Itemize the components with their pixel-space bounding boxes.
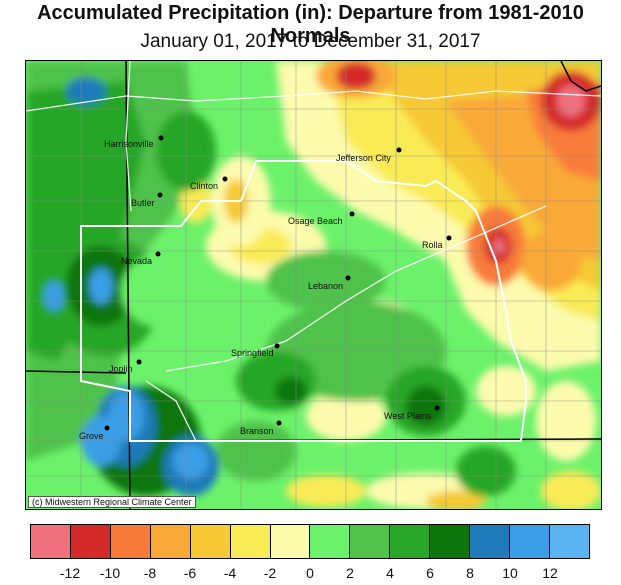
city-dot bbox=[349, 211, 355, 217]
legend-swatch bbox=[470, 525, 511, 558]
city-dot bbox=[104, 425, 110, 431]
legend-swatch bbox=[510, 525, 550, 558]
city-lebanon: Lebanon bbox=[308, 275, 351, 291]
color-legend bbox=[30, 524, 590, 559]
legend-swatch bbox=[430, 525, 471, 558]
city-branson: Branson bbox=[240, 420, 282, 436]
city-springfield: Springfield bbox=[231, 343, 280, 358]
legend-tick-label: -12 bbox=[59, 565, 81, 581]
legend-swatch bbox=[150, 525, 191, 558]
legend-tick-label: -2 bbox=[263, 565, 277, 581]
map-title: Accumulated Precipitation (in): Departur… bbox=[37, 2, 584, 47]
city-dot bbox=[158, 135, 164, 141]
legend-swatch bbox=[230, 525, 271, 558]
legend-tick-label: 6 bbox=[426, 565, 434, 581]
legend-swatch bbox=[549, 525, 589, 558]
city-butler: Butler bbox=[131, 192, 163, 208]
city-clinton: Clinton bbox=[190, 176, 228, 191]
city-dot bbox=[274, 343, 280, 349]
city-dot bbox=[276, 420, 282, 426]
city-dot bbox=[396, 147, 402, 153]
legend-swatch bbox=[31, 525, 71, 558]
city-label: Lebanon bbox=[308, 281, 343, 291]
city-dot bbox=[345, 275, 351, 281]
legend-tick-label: 0 bbox=[306, 565, 314, 581]
city-label: Jefferson City bbox=[336, 153, 391, 163]
legend-tick-label: -4 bbox=[223, 565, 237, 581]
legend-tick-label: 10 bbox=[502, 565, 518, 581]
city-label: Branson bbox=[240, 426, 274, 436]
city-west-plains: West Plains bbox=[384, 405, 440, 421]
legend-bar bbox=[30, 524, 590, 559]
map-canvas: Harrisonville Clinton Butler Jefferson C… bbox=[26, 61, 601, 509]
city-label: Springfield bbox=[231, 348, 274, 358]
city-dot bbox=[434, 405, 440, 411]
city-osage-beach: Osage Beach bbox=[288, 211, 355, 226]
city-rolla: Rolla bbox=[422, 235, 452, 250]
legend-swatch bbox=[310, 525, 351, 558]
city-harrisonville: Harrisonville bbox=[104, 135, 164, 149]
city-joplin: Joplin bbox=[109, 359, 142, 374]
legend-swatch bbox=[390, 525, 431, 558]
city-label: Osage Beach bbox=[288, 216, 343, 226]
city-label: Harrisonville bbox=[104, 139, 154, 149]
city-dot bbox=[155, 251, 161, 257]
city-label: Grove bbox=[79, 431, 104, 441]
map-subtitle: January 01, 2017 to December 31, 2017 bbox=[140, 31, 481, 52]
legend-tick-label: 2 bbox=[346, 565, 354, 581]
city-dot bbox=[222, 176, 228, 182]
city-grove: Grove bbox=[79, 425, 110, 441]
city-label: Rolla bbox=[422, 240, 443, 250]
legend-swatch bbox=[350, 525, 391, 558]
credit-label: (c) Midwestern Regional Climate Center bbox=[28, 496, 196, 508]
legend-tick-label: -6 bbox=[183, 565, 197, 581]
legend-tick-label: -10 bbox=[99, 565, 121, 581]
city-dot bbox=[446, 235, 452, 241]
legend-tick-label: 8 bbox=[466, 565, 474, 581]
city-markers: Harrisonville Clinton Butler Jefferson C… bbox=[79, 135, 452, 441]
region-outline bbox=[80, 160, 527, 442]
legend-swatch bbox=[110, 525, 151, 558]
city-dot bbox=[157, 192, 163, 198]
precipitation-map: Harrisonville Clinton Butler Jefferson C… bbox=[25, 60, 602, 510]
legend-swatch bbox=[70, 525, 111, 558]
city-jefferson-city: Jefferson City bbox=[336, 147, 402, 163]
highways bbox=[26, 61, 601, 442]
legend-tick-label: 12 bbox=[542, 565, 558, 581]
city-label: Clinton bbox=[190, 181, 218, 191]
legend-swatch bbox=[190, 525, 231, 558]
legend-tick-label: -8 bbox=[143, 565, 157, 581]
legend-tick-label: 4 bbox=[386, 565, 394, 581]
city-label: Butler bbox=[131, 198, 155, 208]
legend-swatch bbox=[270, 525, 311, 558]
city-label: Nevada bbox=[121, 256, 152, 266]
city-nevada: Nevada bbox=[121, 251, 161, 266]
city-label: West Plains bbox=[384, 411, 432, 421]
city-label: Joplin bbox=[109, 364, 133, 374]
city-dot bbox=[136, 359, 142, 365]
